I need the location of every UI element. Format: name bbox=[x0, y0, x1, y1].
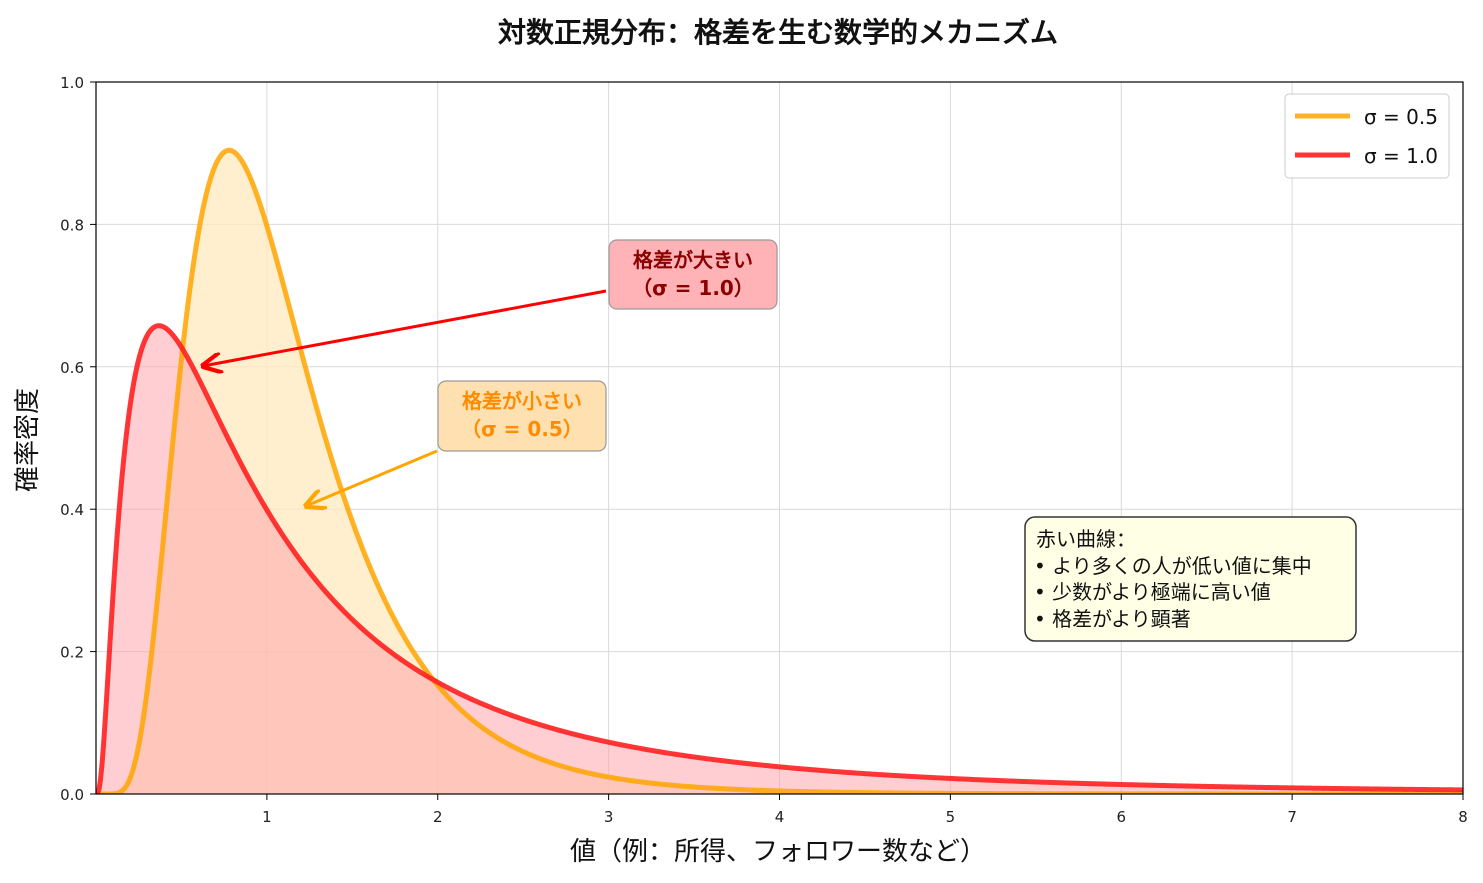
series-line-sigma-1 bbox=[96, 323, 1463, 794]
y-tick-label-0.4: 0.4 bbox=[60, 501, 84, 519]
x-tick-label-4: 4 bbox=[775, 808, 785, 826]
x-tick-label-1: 1 bbox=[262, 808, 272, 826]
info-box: 赤い曲線： • より多くの人が低い値に集中 • 少数がより極端に高い値 • 格差… bbox=[1024, 516, 1357, 642]
annotation-low-line-1: 格差が小さい bbox=[462, 389, 582, 413]
area-fill-sigma-1 bbox=[96, 325, 1463, 794]
x-tick-label-6: 6 bbox=[1116, 808, 1126, 826]
x-tick-label-3: 3 bbox=[604, 808, 614, 826]
area-fills bbox=[96, 150, 1463, 794]
x-tick-label-7: 7 bbox=[1287, 808, 1297, 826]
y-tick-label-0.0: 0.0 bbox=[60, 786, 84, 804]
annotation-high-line-2: （σ = 1.0） bbox=[632, 276, 754, 300]
info-box-item-3: • 格差がより顕著 bbox=[1034, 607, 1191, 631]
y-tick-label-1.0: 1.0 bbox=[60, 74, 84, 92]
info-box-frame bbox=[1024, 516, 1357, 642]
info-box-item-2: • 少数がより極端に高い値 bbox=[1034, 580, 1271, 604]
x-tick-label-5: 5 bbox=[946, 808, 956, 826]
y-axis-ticks: 0.0 0.2 0.4 0.6 0.8 1.0 bbox=[60, 74, 96, 804]
y-tick-label-0.8: 0.8 bbox=[60, 216, 84, 234]
annotation-high-box bbox=[608, 239, 778, 310]
x-tick-label-8: 8 bbox=[1458, 808, 1468, 826]
info-box-item-1: • より多くの人が低い値に集中 bbox=[1034, 554, 1312, 578]
annotation-low-inequality: 格差が小さい （σ = 0.5） bbox=[306, 380, 607, 506]
annotation-high-arrow bbox=[203, 289, 607, 366]
annotation-low-box bbox=[437, 380, 607, 452]
legend: σ = 0.5 σ = 1.0 bbox=[1284, 93, 1450, 179]
annotation-high-line-1: 格差が大きい bbox=[633, 248, 753, 272]
x-axis-ticks: 1 2 3 4 5 6 7 8 bbox=[262, 794, 1468, 826]
annotation-low-arrow bbox=[306, 449, 438, 506]
info-box-title: 赤い曲線： bbox=[1036, 527, 1136, 551]
y-tick-label-0.2: 0.2 bbox=[60, 644, 84, 662]
x-axis-label: 値（例：所得、フォロワー数など） bbox=[570, 837, 986, 867]
x-tick-label-2: 2 bbox=[433, 808, 443, 826]
y-axis-label: 確率密度 bbox=[13, 388, 43, 492]
legend-entry-sigma-1-0: σ = 1.0 bbox=[1364, 144, 1438, 168]
chart-title: 対数正規分布：格差を生む数学的メカニズム bbox=[498, 16, 1058, 49]
legend-entry-sigma-0-5: σ = 0.5 bbox=[1364, 105, 1438, 129]
y-tick-label-0.6: 0.6 bbox=[60, 359, 84, 377]
annotation-high-inequality: 格差が大きい （σ = 1.0） bbox=[203, 239, 778, 366]
annotation-low-line-2: （σ = 0.5） bbox=[461, 417, 583, 441]
